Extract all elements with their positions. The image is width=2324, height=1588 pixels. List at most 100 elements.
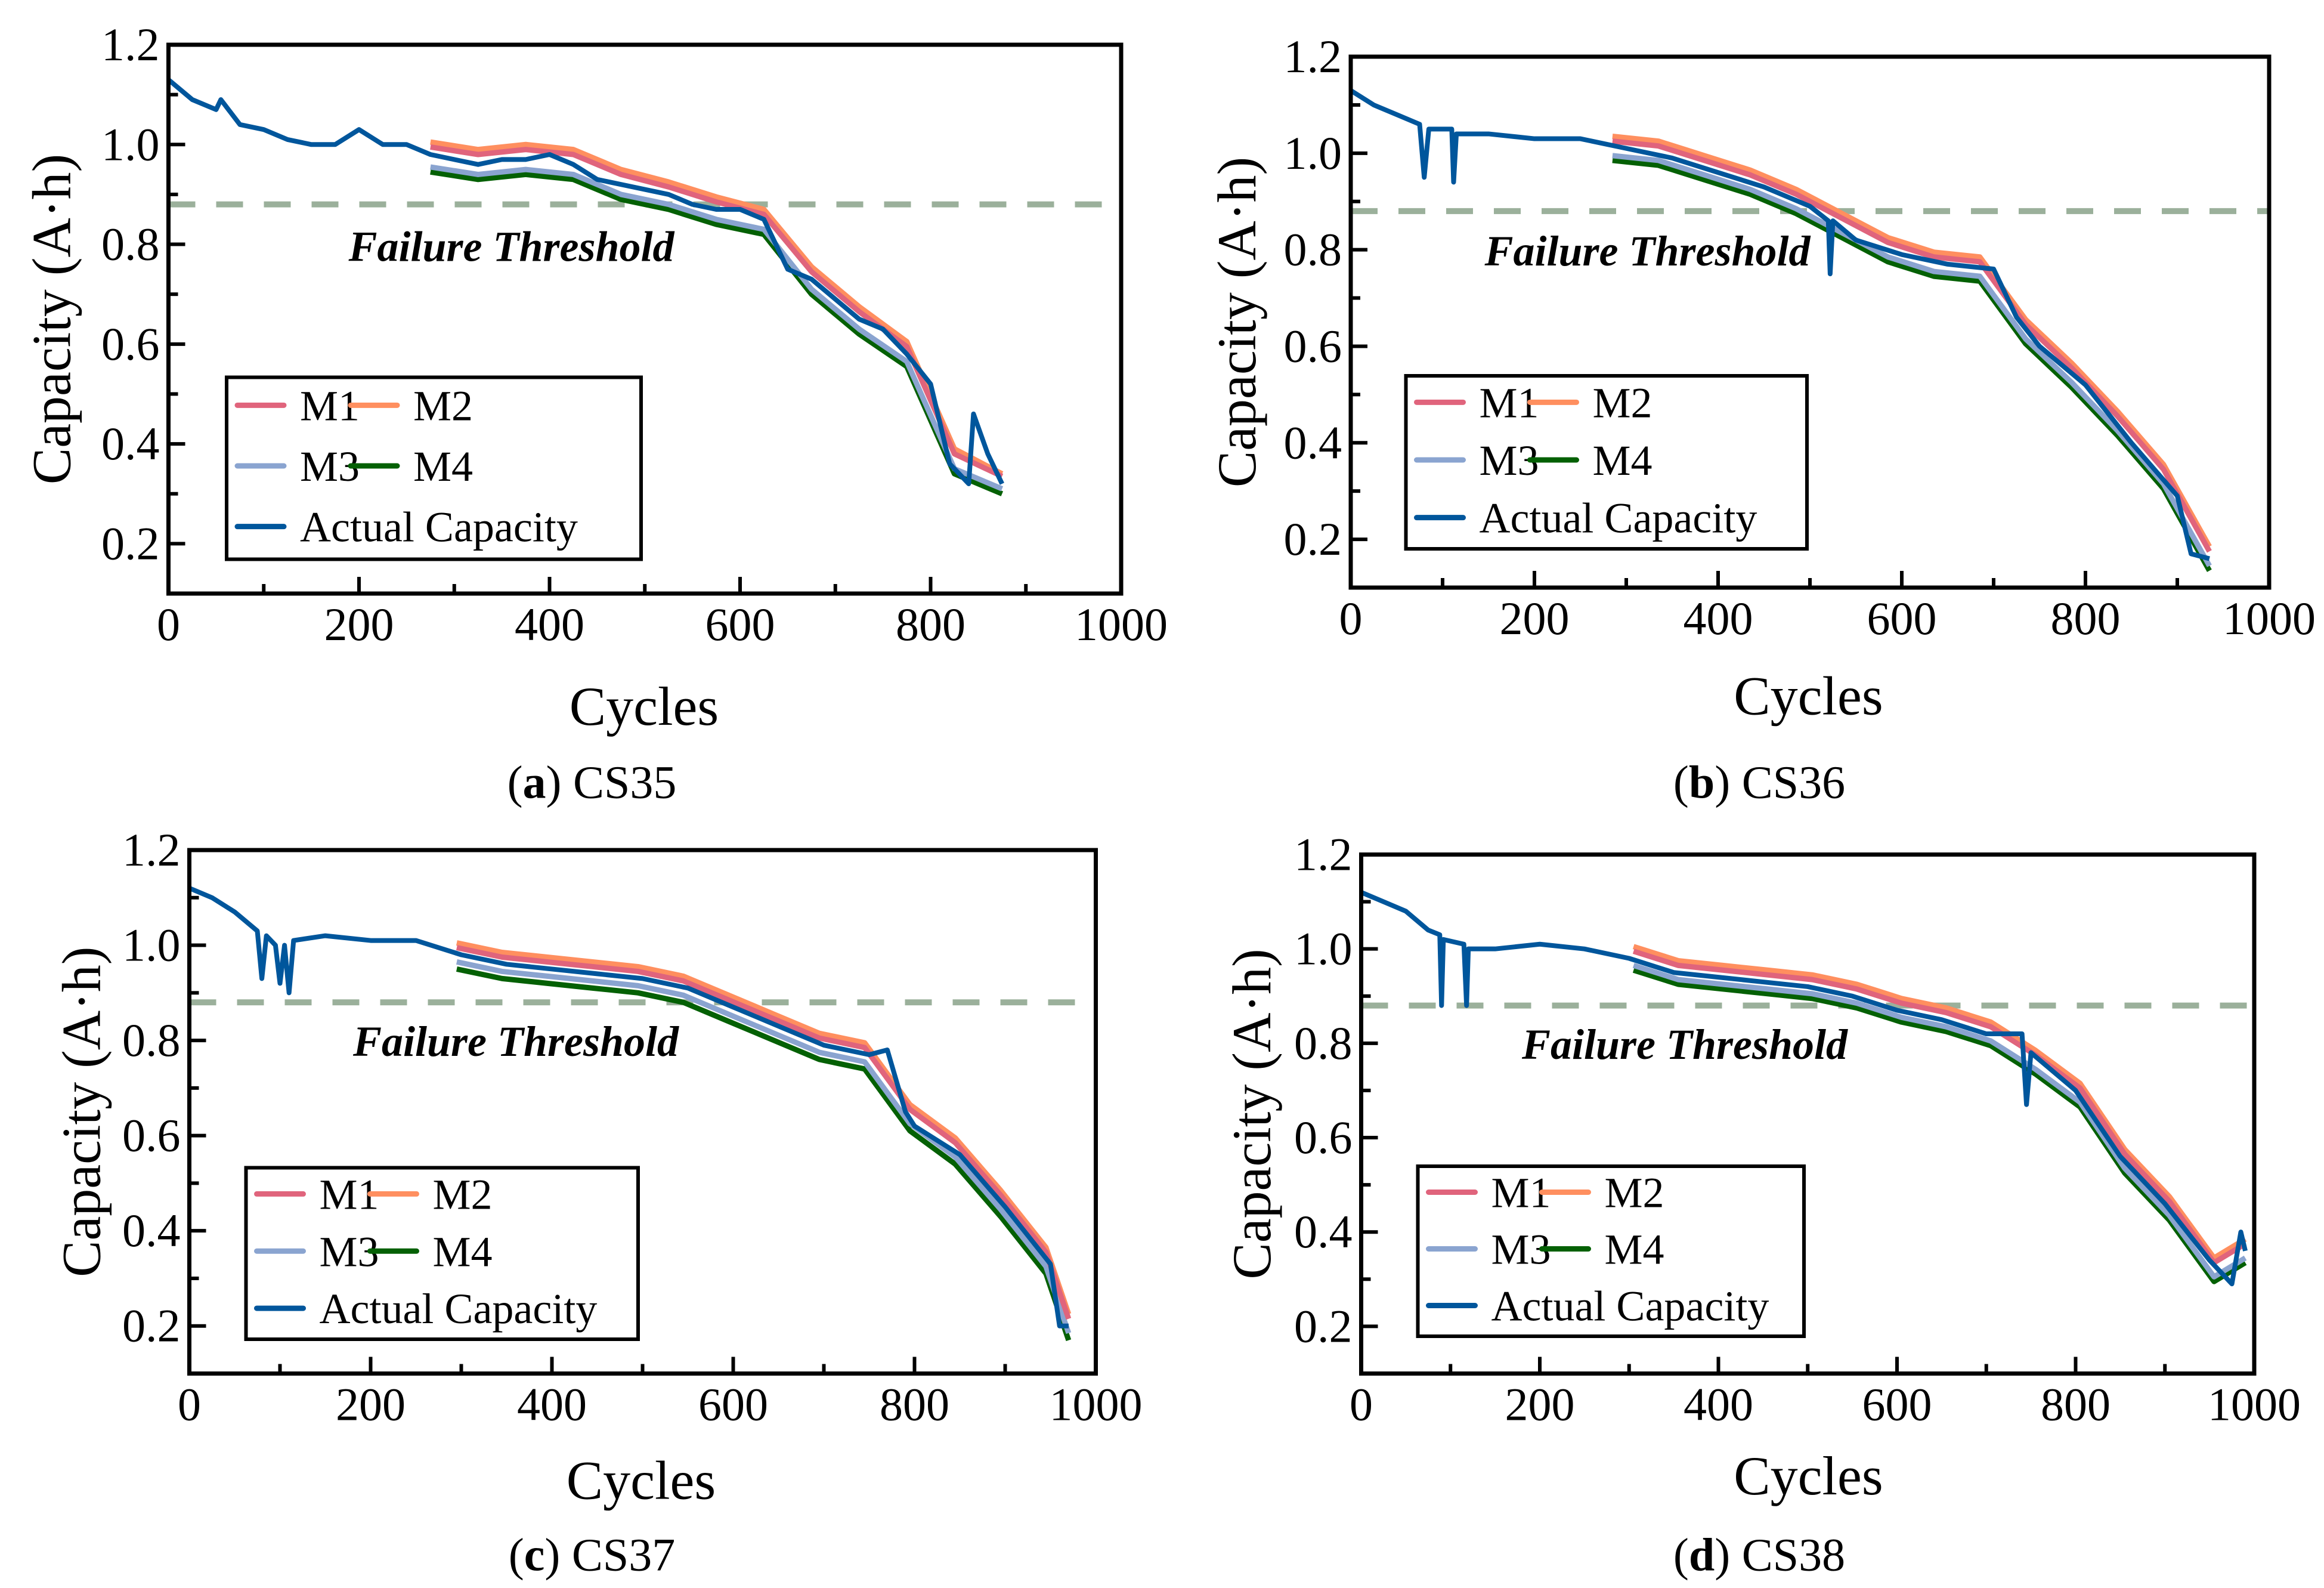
series-group	[1361, 890, 2248, 1287]
legend-label: M2	[1593, 379, 1653, 427]
y-tick-label: 1.0	[101, 118, 160, 170]
x-tick-label: 1000	[1075, 598, 1168, 650]
x-axis-label: Cycles	[567, 1450, 716, 1511]
y-axis-label: Capacity (A·h)	[1206, 157, 1267, 487]
x-tick-label: 0	[1339, 592, 1363, 644]
y-tick-label: 1.0	[1294, 923, 1353, 975]
y-axis-label: Capacity (A·h)	[51, 947, 112, 1277]
series-actual-capacity	[1351, 88, 2210, 561]
x-axis-label: Cycles	[1734, 1445, 1883, 1506]
y-tick-label: 1.0	[1284, 127, 1342, 179]
legend-label: M4	[1605, 1226, 1664, 1274]
caption-paren: (	[507, 756, 523, 808]
y-axis-label: Capacity (A·h)	[1221, 949, 1282, 1279]
y-tick-label: 0.2	[1294, 1300, 1353, 1352]
panel-caption: (a) CS35	[507, 756, 677, 808]
panel-c: 0 200 400 600 800 1000 0.2 0.4 0.6 0.8 1.0 1.2 Capac…	[51, 824, 1143, 1581]
legend-label: M4	[433, 1228, 493, 1275]
caption-letter: a	[523, 756, 546, 808]
series-m1	[430, 144, 1004, 479]
x-tick-label: 1000	[2223, 592, 2316, 644]
legend-label: Actual Capacity	[1480, 495, 1757, 542]
caption-paren: )	[544, 1529, 571, 1581]
y-tick-label: 1.0	[122, 919, 181, 971]
y-tick-label: 0.4	[1284, 416, 1342, 468]
series-m2	[430, 139, 1004, 477]
y-tick-label: 1.2	[122, 824, 181, 876]
x-tick-label: 200	[336, 1379, 406, 1431]
series-m1	[456, 945, 1072, 1320]
x-tick-label: 400	[1684, 1379, 1753, 1431]
x-tick-label: 200	[1505, 1379, 1575, 1431]
y-tick-label: 0.6	[122, 1110, 181, 1161]
x-axis-label: Cycles	[1734, 666, 1883, 727]
series-m4	[1632, 967, 2247, 1284]
caption-paren: (	[1673, 1529, 1689, 1581]
legend-label: M4	[413, 443, 473, 490]
y-tick-label: 1.2	[1284, 30, 1342, 82]
x-tick-label: 0	[157, 598, 180, 650]
series-group	[168, 78, 1004, 496]
y-axis-label: Capacity (A·h)	[21, 154, 82, 484]
y-tick-label: 0.8	[1294, 1017, 1353, 1069]
failure-threshold-label: Failure Threshold	[1484, 227, 1811, 275]
y-tick-label: 0.8	[1284, 224, 1342, 276]
x-tick-label: 600	[1867, 592, 1937, 644]
series-m3	[430, 164, 1004, 492]
y-tick-label: 0.6	[1284, 320, 1342, 372]
panel-a: 0 200 400 600 800 1000 0.2 0.4 0.6 0.8 1.0 1.2 Capac…	[21, 18, 1168, 808]
panel-caption: (b) CS36	[1673, 756, 1845, 808]
caption-paren: (	[1673, 756, 1689, 808]
x-tick-label: 800	[2051, 592, 2121, 644]
legend-frame	[1404, 374, 1809, 551]
y-tick-label: 0.2	[1284, 513, 1342, 565]
series-m3	[1612, 153, 2212, 567]
x-tick-label: 600	[705, 598, 775, 650]
y-tick-label: 0.6	[101, 318, 160, 370]
y-tick-label: 0.6	[1294, 1111, 1353, 1163]
y-tick-label: 0.2	[122, 1300, 181, 1352]
x-tick-label: 400	[515, 598, 584, 650]
panel-caption: (c) CS37	[509, 1529, 676, 1581]
series-actual-capacity	[1361, 890, 2248, 1287]
failure-threshold-label: Failure Threshold	[352, 1018, 679, 1065]
caption-paren: )	[1715, 1529, 1741, 1581]
y-tick-label: 0.8	[101, 218, 160, 270]
panel-caption: (d) CS38	[1673, 1529, 1845, 1581]
series-m1	[1612, 138, 2212, 553]
legend-label: Actual Capacity	[320, 1285, 598, 1333]
caption-paren: )	[546, 756, 573, 808]
series-m2	[456, 940, 1072, 1315]
caption-letter: b	[1689, 756, 1715, 808]
caption-paren: (	[509, 1529, 524, 1581]
series-m3	[456, 959, 1072, 1334]
series-m3	[1632, 963, 2247, 1280]
legend-label: M2	[433, 1170, 493, 1218]
caption-name: CS36	[1742, 756, 1845, 808]
legend-label: M2	[1605, 1169, 1664, 1217]
x-tick-label: 1000	[1050, 1379, 1143, 1431]
caption-name: CS35	[573, 756, 676, 808]
series-m4	[1612, 157, 2212, 572]
y-tick-label: 0.4	[122, 1204, 181, 1256]
y-tick-label: 1.2	[1294, 829, 1353, 880]
failure-threshold-label: Failure Threshold	[348, 223, 674, 271]
legend-label: Actual Capacity	[300, 503, 578, 551]
caption-paren: )	[1715, 756, 1741, 808]
legend-label: M4	[1593, 437, 1653, 484]
x-tick-label: 400	[1684, 592, 1753, 644]
legend-label: M2	[413, 382, 473, 430]
caption-letter: d	[1689, 1529, 1715, 1581]
x-tick-label: 200	[324, 598, 394, 650]
y-tick-label: 1.2	[101, 18, 160, 70]
y-tick-label: 0.4	[101, 418, 160, 469]
x-axis-label: Cycles	[570, 676, 719, 737]
failure-threshold-label: Failure Threshold	[1521, 1021, 1848, 1068]
x-tick-label: 200	[1500, 592, 1570, 644]
x-tick-label: 800	[880, 1379, 949, 1431]
series-actual-capacity	[168, 78, 1004, 486]
x-tick-label: 0	[1350, 1379, 1373, 1431]
